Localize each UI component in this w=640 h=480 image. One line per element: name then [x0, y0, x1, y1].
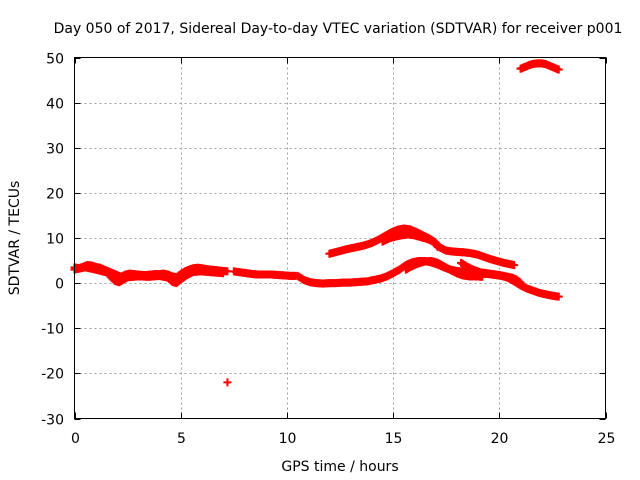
y-tick-label: 40 — [46, 97, 64, 113]
data-point — [510, 261, 519, 270]
data-point — [433, 243, 442, 252]
x-axis-label: GPS time / hours — [281, 459, 398, 475]
y-tick-label: 0 — [55, 277, 64, 293]
y-tick-label: -20 — [41, 367, 64, 383]
chart-title: Day 050 of 2017, Sidereal Day-to-day VTE… — [54, 21, 623, 37]
data-point — [219, 269, 228, 278]
tick-layer — [74, 57, 607, 420]
data-points — [70, 59, 563, 387]
y-tick-labels: -30 -20 -10 0 10 20 30 40 50 — [41, 52, 64, 429]
plot-frame — [74, 57, 606, 419]
y-tick-label: -30 — [41, 413, 64, 429]
y-tick-label: -10 — [41, 322, 64, 338]
y-tick-label: 50 — [46, 52, 64, 68]
grid-layer — [74, 57, 606, 419]
x-tick-label: 5 — [177, 431, 186, 447]
x-tick-labels: 0 5 10 15 20 25 — [71, 431, 615, 447]
y-tick-label: 30 — [46, 142, 64, 158]
y-axis-label: SDTVAR / TECUs — [7, 181, 23, 296]
x-tick-label: 0 — [71, 431, 80, 447]
data-point — [516, 278, 525, 287]
x-tick-label: 10 — [279, 431, 297, 447]
data-point-dense — [432, 241, 441, 250]
y-tick-label: 10 — [46, 232, 64, 248]
y-tick-label: 20 — [46, 187, 64, 203]
x-tick-label: 15 — [385, 431, 403, 447]
data-point — [223, 378, 232, 387]
data-point — [554, 65, 563, 74]
x-tick-label: 20 — [491, 431, 509, 447]
x-tick-label: 25 — [598, 431, 616, 447]
data-point — [554, 292, 563, 301]
